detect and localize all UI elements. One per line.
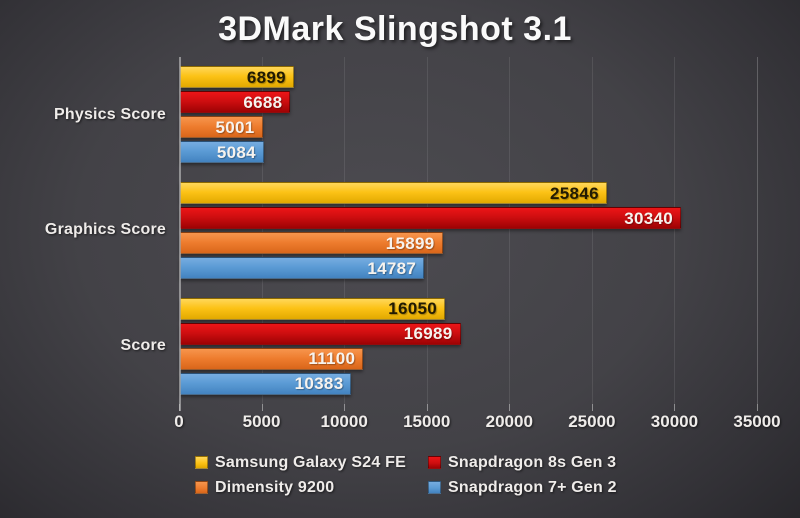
x-tick-label: 25000 [568, 412, 616, 431]
category-label: Graphics Score [44, 221, 166, 239]
bar-value-label: 6899 [246, 67, 286, 87]
legend-swatch [195, 456, 208, 469]
gridline [426, 57, 428, 404]
bar: 6688 [180, 91, 291, 114]
legend-label: Dimensity 9200 [215, 478, 335, 496]
bar-value-label: 6688 [243, 92, 283, 112]
category-label: Score [120, 337, 166, 355]
x-tick-label: 0 [174, 412, 184, 431]
x-tick-mark [179, 404, 180, 411]
bar: 16050 [180, 297, 446, 320]
plot-area: 6899 6688 5001 5084 25846 30340 15899 14787 1605… [179, 57, 758, 404]
bar-value-label: 16050 [388, 299, 438, 319]
legend-item: Samsung Galaxy S24 FE [195, 453, 428, 472]
chart-title: 3DMark Slingshot 3.1 [218, 10, 572, 48]
gridline [674, 57, 676, 404]
x-tick-mark [674, 404, 676, 411]
bar-value-label: 16989 [403, 324, 453, 344]
legend-swatch [195, 481, 208, 494]
bar-value-label: 25846 [550, 183, 599, 203]
gridline [344, 57, 346, 404]
bar-value-label: 30340 [624, 208, 674, 228]
x-tick-label: 20000 [485, 412, 533, 431]
bar-value-label: 14787 [367, 258, 417, 278]
bar: 10383 [180, 372, 352, 395]
x-tick-label: 35000 [733, 412, 781, 431]
bar: 16989 [180, 322, 461, 345]
gridline [261, 57, 263, 404]
legend-item: Snapdragon 8s Gen 3 [428, 453, 617, 472]
bar: 5084 [180, 141, 264, 164]
bar: 14787 [180, 257, 425, 279]
bar: 11100 [180, 347, 364, 370]
legend-swatch [428, 481, 441, 494]
x-tick-mark [344, 404, 346, 411]
legend-label: Snapdragon 8s Gen 3 [448, 453, 617, 471]
legend-item: Snapdragon 7+ Gen 2 [428, 478, 617, 497]
x-tick-mark [509, 404, 511, 411]
bar-value-label: 10383 [294, 374, 344, 394]
legend-item: Dimensity 9200 [195, 478, 428, 497]
x-tick-mark [591, 404, 593, 411]
bar-value-label: 5084 [216, 142, 256, 162]
gridline [509, 57, 511, 404]
legend-label: Samsung Galaxy S24 FE [215, 453, 406, 471]
x-tick-mark [757, 404, 758, 411]
y-axis-line [179, 57, 181, 411]
bar-value-label: 15899 [385, 233, 435, 253]
category-label: Physics Score [54, 105, 166, 123]
x-tick-label: 10000 [320, 412, 368, 431]
bar: 5001 [180, 116, 263, 139]
legend-label: Snapdragon 7+ Gen 2 [448, 478, 617, 496]
legend-swatch [428, 456, 441, 469]
x-tick-label: 15000 [403, 412, 451, 431]
bar: 30340 [180, 207, 682, 229]
gridline [591, 57, 593, 404]
x-tick-label: 5000 [242, 412, 281, 431]
bar-value-label: 5001 [215, 117, 255, 137]
bar: 15899 [180, 232, 443, 254]
bar: 6899 [180, 66, 294, 89]
bar-value-label: 11100 [308, 349, 356, 369]
x-tick-mark [261, 404, 263, 411]
bar: 25846 [180, 182, 607, 204]
gridline [757, 57, 758, 404]
x-tick-label: 30000 [650, 412, 699, 431]
x-tick-mark [426, 404, 428, 411]
legend: Samsung Galaxy S24 FE Snapdragon 8s Gen 3… [195, 453, 617, 497]
